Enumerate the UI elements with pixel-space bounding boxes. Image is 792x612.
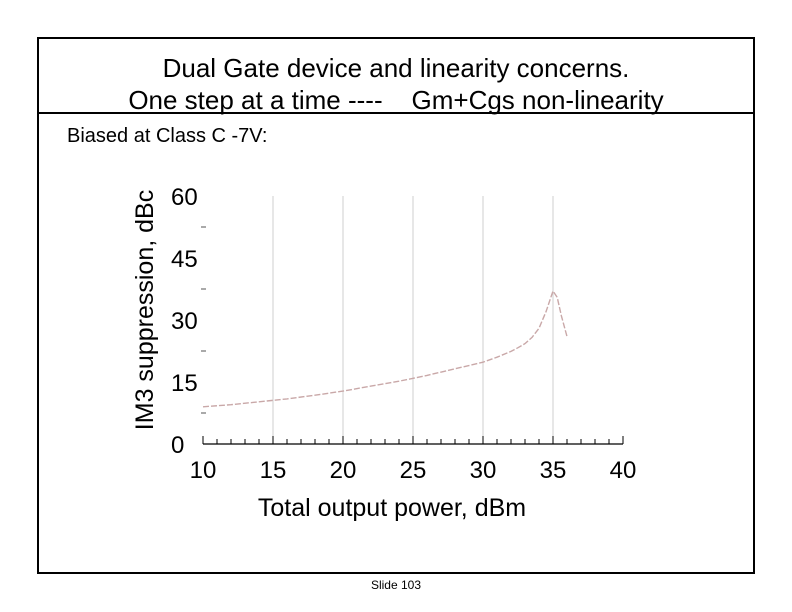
label-layer: 10 15 20 25 30 35 40 0 15 30 45 60 bbox=[171, 184, 636, 484]
y-axis-title: IM3 suppression, dBc bbox=[131, 190, 159, 430]
grid-layer bbox=[272, 196, 554, 444]
x-tick-label: 35 bbox=[540, 457, 567, 484]
slide-title-line-2: One step at a time ---- Gm+Cgs non-linea… bbox=[128, 85, 664, 115]
slide-number: Slide 103 bbox=[370, 578, 422, 592]
axis-layer bbox=[201, 226, 624, 445]
y-tick-label: 15 bbox=[171, 370, 198, 397]
slide-frame bbox=[37, 37, 755, 574]
im3-chart: 10 15 20 25 30 35 40 0 15 30 45 60 Total output pow… bbox=[131, 184, 636, 522]
series-layer bbox=[202, 289, 568, 408]
x-tick-label: 20 bbox=[330, 457, 357, 484]
title-band: Dual Gate device and linearity concerns.… bbox=[37, 37, 755, 115]
x-tick-label: 30 bbox=[470, 457, 497, 484]
x-tick-label: 15 bbox=[260, 457, 287, 484]
y-tick-label: 30 bbox=[171, 308, 198, 335]
x-tick-label: 40 bbox=[610, 457, 637, 484]
y-tick-label: 0 bbox=[171, 432, 184, 459]
x-tick-label: 25 bbox=[400, 457, 427, 484]
x-axis-title: Total output power, dBm bbox=[258, 494, 526, 522]
series-line bbox=[202, 289, 568, 408]
y-tick-label: 45 bbox=[171, 246, 198, 273]
slide-title-line-1: Dual Gate device and linearity concerns. bbox=[162, 53, 630, 83]
x-tick-label: 10 bbox=[190, 457, 217, 484]
y-tick-label: 60 bbox=[171, 184, 198, 211]
bias-subtitle: Biased at Class C -7V: bbox=[67, 125, 268, 147]
